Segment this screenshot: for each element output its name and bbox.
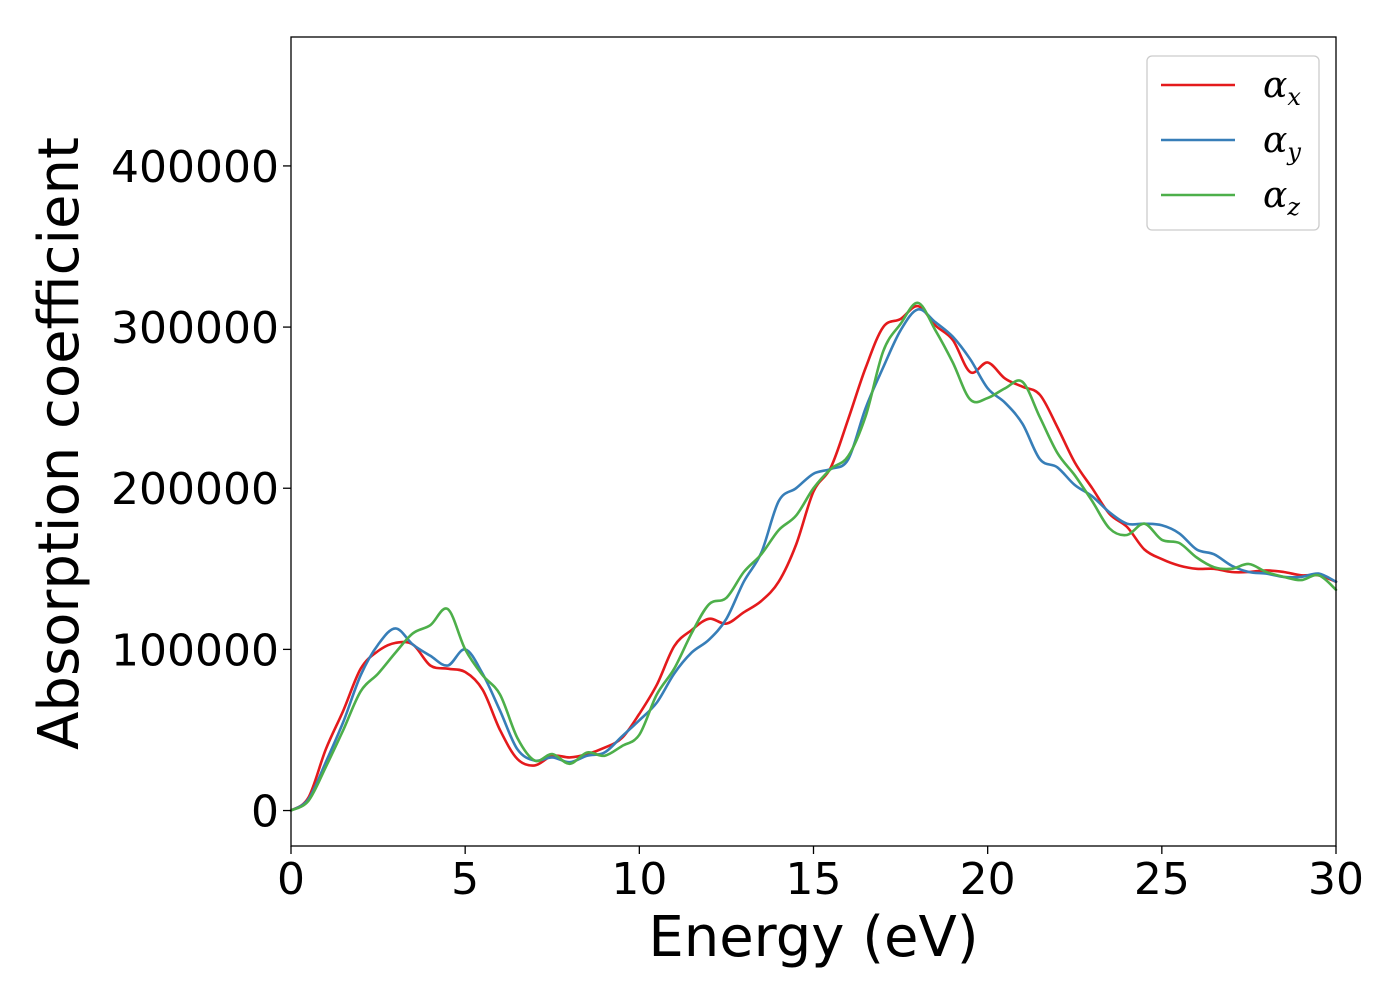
x-axis-title: Energy (eV)	[648, 905, 978, 970]
legend: αx αy αz	[1146, 55, 1320, 231]
x-tick-label: 0	[277, 854, 305, 905]
y-tick-label: 300000	[111, 303, 279, 354]
legend-box	[1146, 55, 1320, 231]
x-tick-label: 30	[1308, 854, 1364, 905]
legend-label-x: αx	[1263, 65, 1301, 111]
legend-label-z: αz	[1263, 175, 1300, 221]
x-axis: 0 5 10 15 20 25 30	[277, 846, 1364, 905]
x-tick-label: 5	[451, 854, 479, 905]
series-line-z	[289, 301, 1338, 812]
y-tick-label: 0	[251, 787, 279, 838]
x-tick-label: 25	[1134, 854, 1190, 905]
y-tick-label: 400000	[111, 142, 279, 193]
series-layer	[289, 301, 1338, 812]
x-tick-label: 20	[960, 854, 1016, 905]
y-axis-title: Absorption coefficient	[27, 137, 92, 750]
x-tick-label: 10	[611, 854, 667, 905]
y-tick-label: 200000	[111, 464, 279, 515]
series-line-x	[289, 304, 1338, 812]
y-axis: 0 100000 200000 300000 400000	[111, 142, 291, 838]
x-tick-label: 15	[786, 854, 842, 905]
legend-label-y: αy	[1263, 120, 1301, 166]
y-tick-label: 100000	[111, 625, 279, 676]
